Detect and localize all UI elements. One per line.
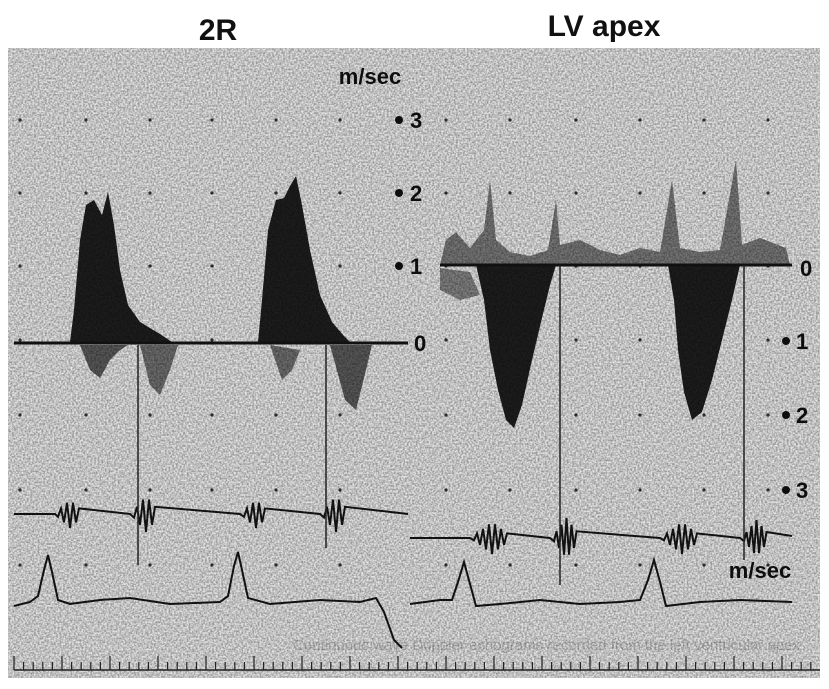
ecg-right xyxy=(409,556,793,608)
timing-lines xyxy=(137,265,745,585)
phonocardiogram-right xyxy=(410,517,793,555)
physio-traces xyxy=(13,499,793,649)
ecg-left xyxy=(13,551,403,649)
speckle-overlay xyxy=(8,48,820,678)
ruler-ticks xyxy=(13,656,812,670)
panel-right-title: LV apex xyxy=(548,10,661,43)
panel-left-title: 2R xyxy=(199,14,238,47)
phonocardiogram-left xyxy=(14,499,409,533)
